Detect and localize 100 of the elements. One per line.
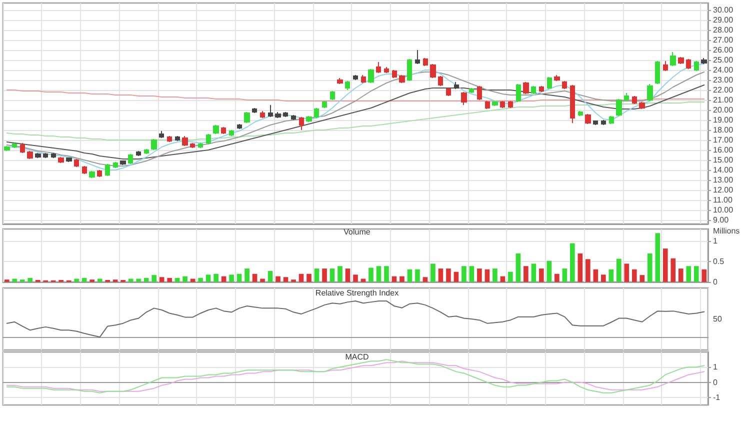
candlestick	[58, 156, 64, 164]
bar	[539, 268, 544, 282]
candlestick	[291, 114, 296, 120]
candlestick	[113, 162, 118, 168]
candlestick	[485, 100, 490, 110]
bar	[214, 274, 218, 282]
bar	[136, 278, 141, 282]
candlestick	[144, 148, 149, 154]
candlestick	[105, 164, 110, 176]
candlestick	[368, 68, 374, 84]
y-tick-label: 17.00	[713, 136, 734, 144]
line-series	[6, 102, 705, 140]
candlestick	[663, 60, 668, 72]
bar	[276, 276, 280, 282]
candlestick	[547, 76, 552, 90]
candlestick	[601, 120, 606, 126]
candlestick	[655, 60, 660, 84]
bar	[97, 278, 102, 282]
line-series	[6, 90, 705, 102]
bar	[670, 258, 676, 282]
candlestick	[206, 134, 211, 144]
candlestick	[616, 98, 622, 116]
candlestick	[345, 80, 350, 90]
y-tick-label: 19.00	[713, 116, 734, 124]
bar	[206, 274, 211, 282]
bar	[586, 259, 590, 282]
bar	[554, 274, 560, 282]
bar	[531, 264, 536, 282]
bar	[152, 275, 156, 282]
bar	[221, 276, 226, 282]
candlestick	[531, 86, 536, 94]
y-tick-label: 28.00	[713, 26, 734, 34]
candlestick	[454, 82, 459, 90]
candlestick	[562, 80, 567, 90]
y-tick-label: 13.00	[713, 176, 734, 184]
y-tick-label: 10.00	[713, 206, 734, 214]
candlestick	[260, 110, 265, 118]
bar	[477, 268, 482, 282]
candlestick	[399, 74, 405, 84]
y-tick-label: 0	[713, 378, 718, 387]
bar	[593, 269, 598, 282]
candlestick	[159, 130, 164, 138]
y-tick-label: 0.5	[713, 257, 725, 266]
candlestick	[306, 116, 312, 122]
candlestick	[423, 58, 428, 66]
candlestick	[461, 92, 467, 106]
bar	[678, 268, 684, 282]
candlestick	[74, 158, 79, 168]
y-tick-label: 27.00	[713, 36, 734, 44]
candlestick	[213, 124, 219, 134]
bar	[283, 277, 288, 282]
candlestick	[639, 102, 645, 110]
bar	[438, 268, 444, 282]
bar	[484, 269, 490, 282]
candlestick	[89, 170, 95, 178]
candlestick	[275, 112, 281, 118]
bar	[686, 266, 692, 282]
y-tick-label: 26.00	[713, 46, 734, 54]
bar	[624, 264, 630, 282]
candlestick	[229, 130, 234, 136]
candlestick	[539, 86, 544, 92]
bar	[268, 270, 273, 282]
bar	[702, 269, 707, 282]
bar	[570, 243, 575, 282]
candlestick	[20, 142, 25, 154]
bar	[368, 268, 374, 282]
candlestick	[430, 64, 436, 78]
bar	[128, 278, 134, 282]
bar	[252, 274, 258, 282]
bar	[422, 277, 428, 282]
candlestick	[182, 136, 188, 146]
bar	[454, 272, 459, 282]
bar	[345, 268, 350, 282]
candlestick	[151, 138, 157, 150]
bar	[446, 268, 451, 282]
bar	[430, 264, 436, 282]
y-tick-label: 1	[713, 362, 718, 372]
candlestick	[27, 150, 33, 160]
bar	[601, 274, 606, 282]
candlestick	[198, 142, 203, 148]
bar	[360, 278, 366, 282]
candlestick	[701, 58, 707, 64]
candlestick	[392, 70, 397, 78]
candlestick	[12, 142, 17, 148]
candlestick	[337, 78, 343, 84]
bar	[338, 266, 342, 282]
candlestick	[678, 56, 684, 64]
candlestick	[632, 96, 637, 104]
candlestick	[438, 76, 443, 86]
candlestick	[136, 150, 141, 156]
candlestick	[252, 108, 257, 114]
bar	[384, 266, 389, 282]
candlestick	[593, 120, 598, 126]
bar	[516, 253, 521, 282]
candlestick	[353, 74, 358, 80]
candlestick	[446, 88, 451, 96]
candlestick	[43, 152, 48, 158]
candlestick	[330, 90, 335, 100]
bar	[167, 278, 172, 282]
y-tick-label: 14.00	[713, 166, 734, 174]
